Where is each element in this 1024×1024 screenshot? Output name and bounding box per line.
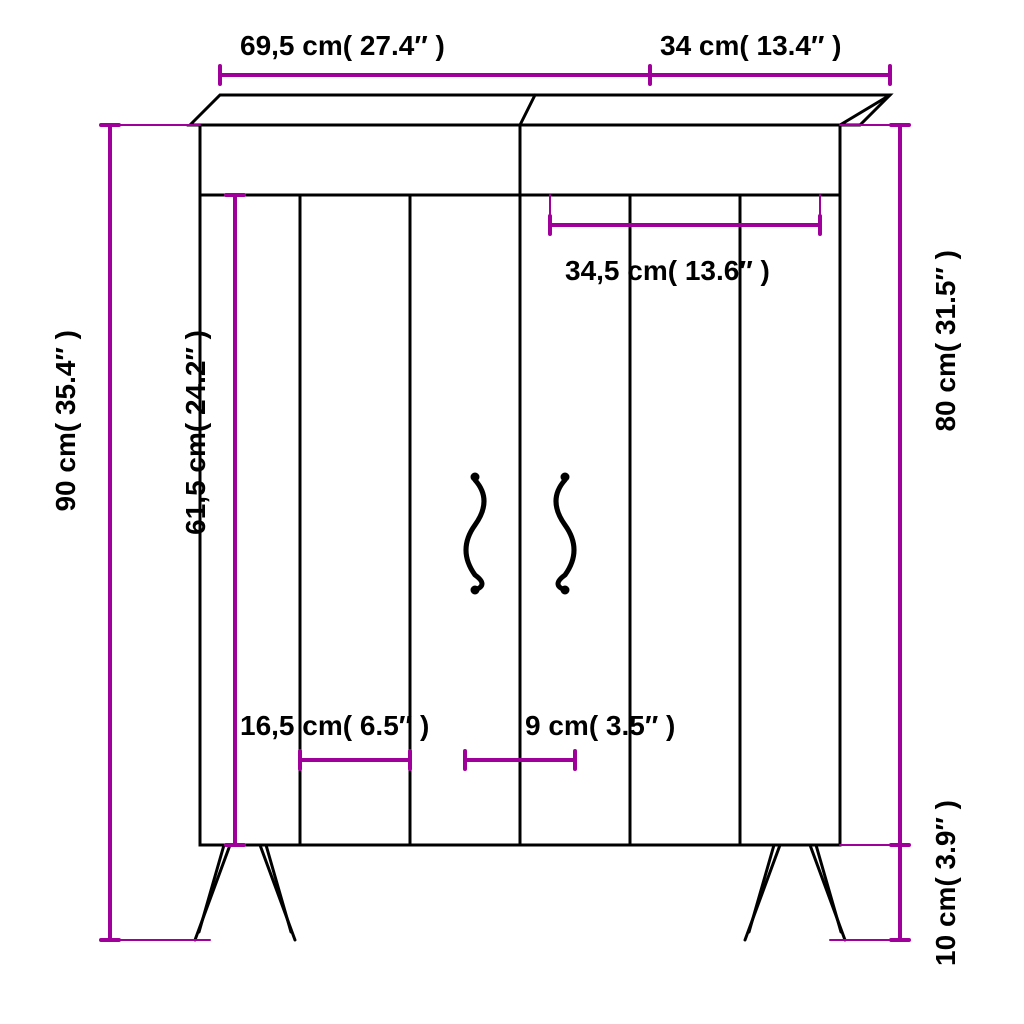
dim-total-h-label: 90 cm( 35.4″ ) xyxy=(50,330,82,512)
cabinet-dimension-diagram xyxy=(0,0,1024,1024)
dim-panel-w-label: 16,5 cm( 6.5″ ) xyxy=(240,710,429,742)
dim-width-label: 69,5 cm( 27.4″ ) xyxy=(240,30,445,62)
dim-panel-center-label: 9 cm( 3.5″ ) xyxy=(525,710,675,742)
dim-shelf-w-label: 34,5 cm( 13.6″ ) xyxy=(565,255,770,287)
dim-body-h-label: 80 cm( 31.5″ ) xyxy=(930,250,962,432)
dim-leg-h-label: 10 cm( 3.9″ ) xyxy=(930,800,962,966)
dim-door-h-label: 61,5 cm( 24.2″ ) xyxy=(180,330,212,535)
dim-depth-label: 34 cm( 13.4″ ) xyxy=(660,30,842,62)
